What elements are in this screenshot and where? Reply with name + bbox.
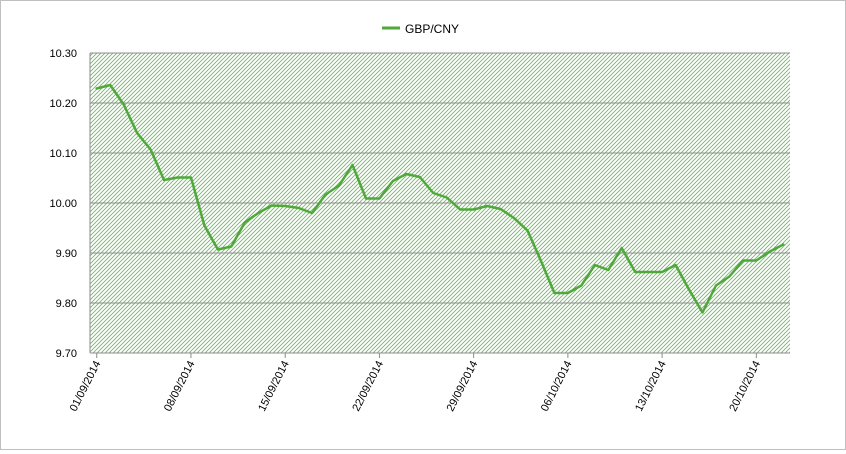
legend-label: GBP/CNY <box>405 22 459 36</box>
x-tick-label: 20/10/2014 <box>727 359 763 414</box>
x-tick-label: 29/09/2014 <box>445 359 481 414</box>
y-tick-label: 9.70 <box>56 348 77 360</box>
y-tick-label: 9.90 <box>56 248 77 260</box>
x-tick-label: 08/09/2014 <box>162 359 198 414</box>
y-tick-label: 10.10 <box>49 148 77 160</box>
y-tick-label: 10.00 <box>49 198 77 210</box>
y-tick-label: 9.80 <box>56 298 77 310</box>
x-tick-label: 01/09/2014 <box>68 359 104 414</box>
series-line-gbp-cny <box>95 83 785 314</box>
x-tick-label: 15/09/2014 <box>256 359 292 414</box>
x-tick-label: 06/10/2014 <box>539 359 575 414</box>
x-tick-label: 22/09/2014 <box>350 359 386 414</box>
x-tick-label: 13/10/2014 <box>633 359 669 414</box>
legend: GBP/CNY <box>382 22 459 36</box>
y-tick-label: 10.30 <box>49 48 77 60</box>
y-tick-label: 10.20 <box>49 98 77 110</box>
